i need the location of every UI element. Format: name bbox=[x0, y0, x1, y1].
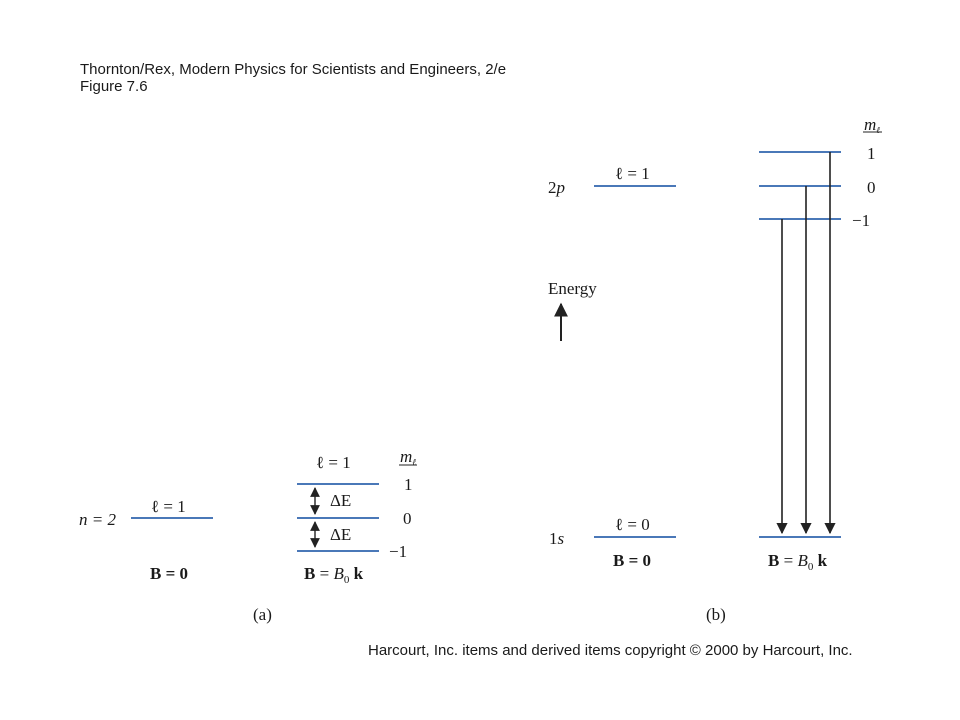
ml-value-a-0: 0 bbox=[403, 509, 412, 528]
ml-header-a: mℓ bbox=[400, 447, 417, 467]
state-1s-label: 1s bbox=[549, 529, 565, 548]
state-2p-label: 2p bbox=[548, 178, 565, 197]
ml-value-b-minus1: −1 bbox=[852, 211, 871, 230]
delta-e-label-upper: ΔE bbox=[330, 491, 352, 510]
ml-value-b-plus1: 1 bbox=[867, 144, 876, 163]
l-equals-0-label-b: ℓ = 0 bbox=[615, 515, 650, 534]
n-equals-2-label: n = 2 bbox=[79, 510, 116, 529]
ml-value-a-plus1: 1 bbox=[404, 475, 413, 494]
figure-number: Figure 7.6 bbox=[80, 78, 148, 95]
caption-a: (a) bbox=[253, 605, 272, 624]
l-equals-1-label-b: ℓ = 1 bbox=[615, 164, 650, 183]
field-b0-label-b: B = B0 k bbox=[768, 551, 828, 573]
field-b0-label-a: B = B0 k bbox=[304, 564, 364, 586]
ml-value-a-minus1: −1 bbox=[389, 542, 408, 561]
energy-axis-label: Energy bbox=[548, 279, 597, 298]
copyright-notice: Harcourt, Inc. items and derived items c… bbox=[368, 642, 853, 659]
l-equals-1-label-a-right: ℓ = 1 bbox=[316, 453, 351, 472]
delta-e-label-lower: ΔE bbox=[330, 525, 352, 544]
figure-source-title: Thornton/Rex, Modern Physics for Scienti… bbox=[80, 61, 507, 78]
caption-b: (b) bbox=[706, 605, 726, 624]
field-zero-label-a: B = 0 bbox=[150, 564, 189, 583]
ml-value-b-0: 0 bbox=[867, 178, 876, 197]
field-zero-label-b: B = 0 bbox=[613, 551, 652, 570]
ml-header-b: mℓ bbox=[864, 115, 881, 135]
l-equals-1-label-a-left: ℓ = 1 bbox=[151, 497, 186, 516]
